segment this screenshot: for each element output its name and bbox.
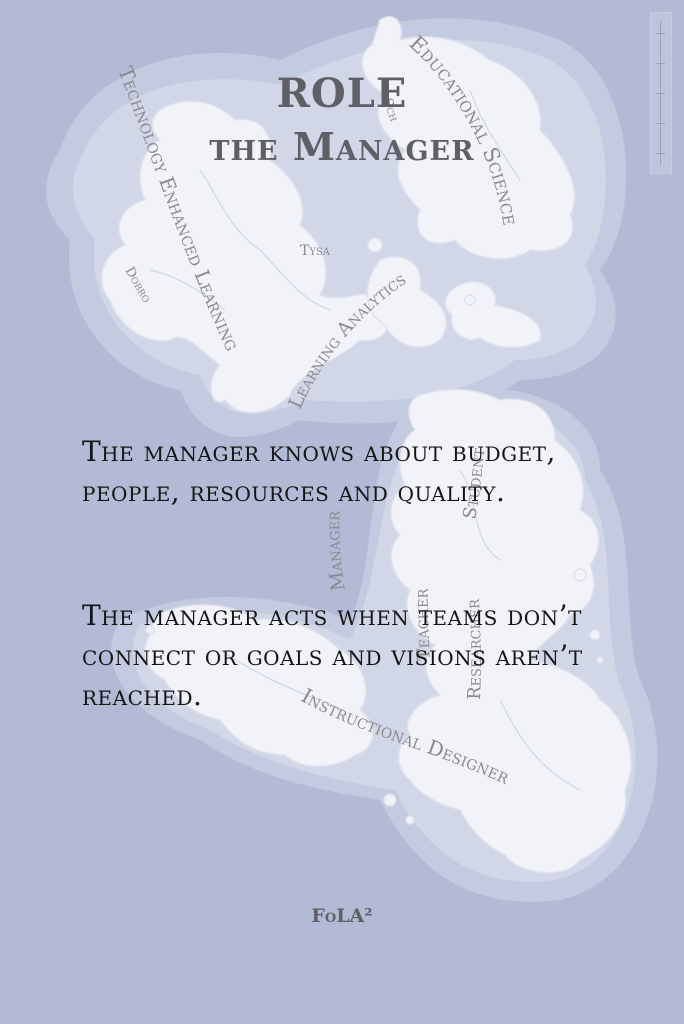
rivers bbox=[149, 89, 581, 791]
map-label-manager: Manager bbox=[322, 509, 350, 592]
footer-brand: FoLA² bbox=[311, 905, 373, 927]
map-label-researcher: Researcher bbox=[463, 597, 486, 700]
map-label-teacher: Teacher bbox=[412, 587, 435, 661]
role-name-heading: the Manager bbox=[209, 124, 475, 169]
role-heading: ROLE bbox=[276, 70, 408, 117]
islands bbox=[100, 16, 632, 874]
map-scale-bar bbox=[650, 12, 672, 174]
description-paragraph-2: The manager acts when teams don’t connec… bbox=[82, 599, 583, 712]
description-paragraph-1: The manager knows about budget, people, … bbox=[82, 435, 556, 508]
map-label-tysa: Tysa bbox=[300, 243, 331, 259]
